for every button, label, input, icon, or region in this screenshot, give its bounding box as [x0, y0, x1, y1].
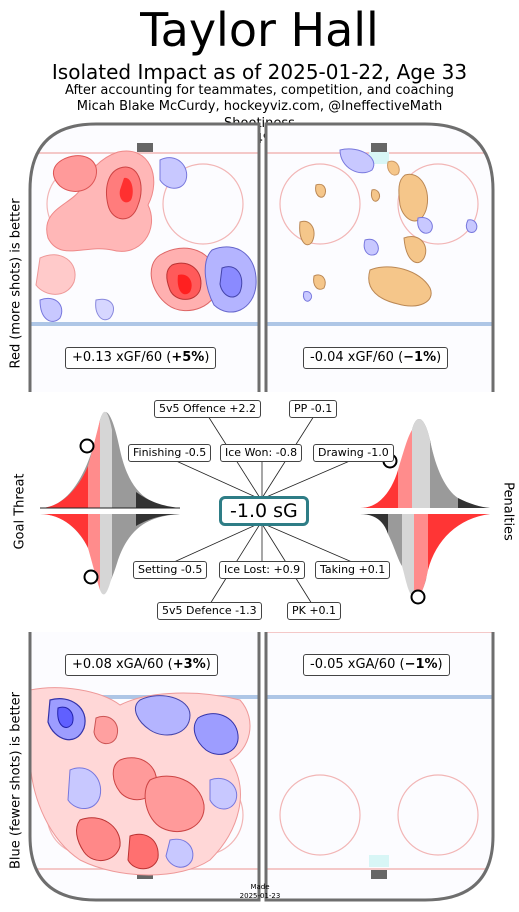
penalties-label: Penalties	[500, 482, 516, 541]
page-subtitle: Isolated Impact as of 2025-01-22, Age 33	[51, 60, 468, 84]
offence-even-strength-value: +0.13 xGF/60 (+5%)	[65, 347, 217, 369]
rink-offence-even	[28, 122, 261, 392]
component-ice-won: Ice Won: -0.8	[220, 444, 303, 462]
component-pk: PK +0.1	[287, 602, 342, 620]
method-note: After accounting for teammates, competit…	[65, 83, 454, 98]
component-pp: PP -0.1	[289, 400, 338, 418]
component-finishing: Finishing -0.5	[128, 444, 212, 462]
component-5v5-defence: 5v5 Defence -1.3	[157, 602, 262, 620]
total-impact-badge: -1.0 sG	[219, 496, 309, 526]
rink-defence-special	[264, 632, 495, 902]
page-title: Taylor Hall	[140, 3, 379, 57]
rink-defence-even	[28, 632, 261, 902]
component-setting: Setting -0.5	[133, 561, 208, 579]
goal-threat-distribution	[40, 411, 490, 598]
component-drawing: Drawing -1.0	[313, 444, 394, 462]
component-taking: Taking +0.1	[315, 561, 391, 579]
offence-special-teams-value: -0.04 xGF/60 (−1%)	[303, 347, 449, 369]
author-credit: Micah Blake McCurdy, hockeyviz.com, @Ine…	[76, 99, 443, 114]
made-date: 2025-01-23	[239, 892, 281, 900]
made-label: Made	[250, 883, 270, 891]
rink-offence-special	[264, 122, 495, 392]
defence-even-strength-value: +0.08 xGA/60 (+3%)	[65, 654, 218, 676]
goal-threat-upper-marker	[79, 438, 95, 454]
component-5v5-offence: 5v5 Offence +2.2	[154, 400, 262, 418]
penalties-lower-marker	[410, 589, 426, 605]
goal-threat-lower-marker	[83, 569, 99, 585]
goal-threat-label: Goal Threat	[12, 473, 28, 550]
defence-special-teams-value: -0.05 xGA/60 (−1%)	[303, 654, 450, 676]
offence-side-label: Red (more shots) is better	[8, 198, 24, 369]
defence-side-label: Blue (fewer shots) is better	[8, 692, 24, 869]
component-ice-lost: Ice Lost: +0.9	[219, 561, 306, 579]
